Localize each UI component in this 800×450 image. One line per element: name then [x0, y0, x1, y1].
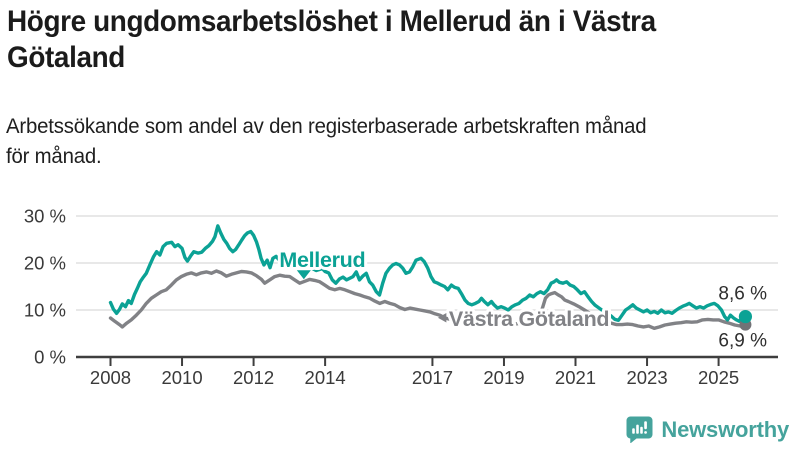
x-tick-label: 2010	[161, 367, 202, 388]
series-label-pointer	[296, 270, 311, 280]
series-line-mellerud	[108, 224, 748, 323]
chart-subtitle: Arbetssökande som andel av den registerb…	[6, 112, 666, 172]
x-tick-label: 2025	[698, 367, 739, 388]
x-tick-label: 2012	[233, 367, 274, 388]
x-tick-label: 2021	[555, 367, 596, 388]
x-tick-label: 2008	[90, 367, 131, 388]
newsworthy-brand-name: Newsworthy	[661, 416, 789, 442]
x-tick-label: 2017	[412, 367, 453, 388]
page-title-line-2: Götaland	[7, 41, 125, 74]
x-tick-label: 2023	[626, 367, 667, 388]
newsworthy-logo-icon	[626, 416, 653, 443]
y-tick-label: 10 %	[24, 300, 66, 321]
y-tick-label: 30 %	[24, 206, 66, 227]
x-tick-label: 2014	[305, 367, 346, 388]
end-value-label-vastra-gotaland: 6,9 %	[718, 331, 767, 352]
newsworthy-brand[interactable]: Newsworthy	[626, 416, 789, 443]
series-line-vastra-gotaland	[108, 269, 748, 330]
series-label-pointer	[437, 312, 447, 323]
chart-subtitle-line-2: för månad.	[6, 145, 102, 168]
series-label-mellerud: Mellerud	[279, 248, 365, 272]
y-tick-label: 0 %	[34, 347, 66, 368]
x-tick-label: 2019	[483, 367, 524, 388]
chart-header: Högre ungdomsarbetslöshet i Mellerud än …	[7, 4, 705, 76]
series-label-vastra-gotaland: Västra Götaland	[449, 307, 609, 331]
series-end-dot-mellerud	[738, 309, 753, 324]
page-title-line-1: Högre ungdomsarbetslöshet i Mellerud än …	[7, 5, 656, 38]
end-value-label-mellerud: 8,6 %	[718, 284, 767, 305]
chart-subtitle-line-1: Arbetssökande som andel av den registerb…	[6, 115, 647, 138]
y-tick-label: 20 %	[24, 253, 66, 274]
